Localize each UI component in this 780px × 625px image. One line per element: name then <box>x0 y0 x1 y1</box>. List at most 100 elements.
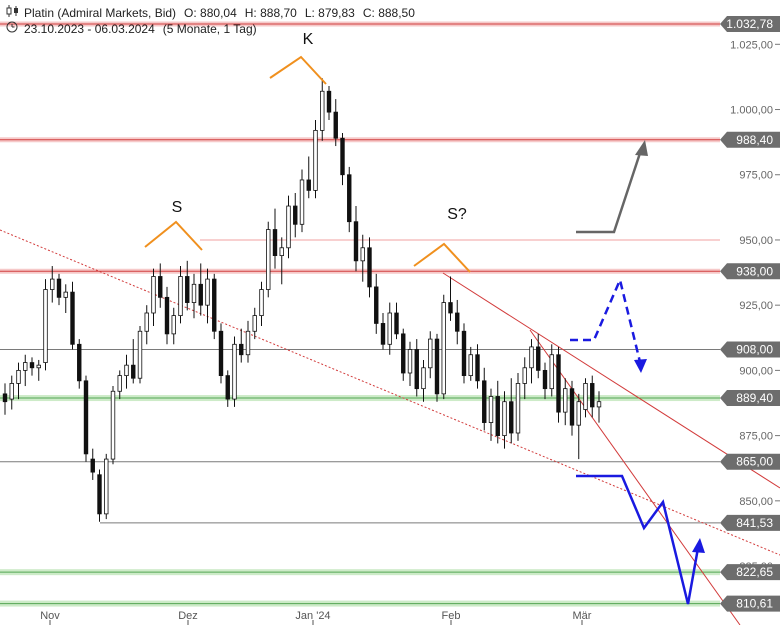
candle-62 <box>421 359 426 402</box>
candle-28 <box>191 273 197 319</box>
chart-header: Platin (Admiral Markets, Bid) O: 880,04 … <box>6 5 415 37</box>
price-label-text-2: 938,00 <box>736 264 773 278</box>
left-shoulder-marker <box>144 220 203 251</box>
candle-58 <box>394 302 399 340</box>
right-shoulder-marker <box>413 242 471 273</box>
high-value: H: 888,70 <box>244 6 297 20</box>
x-tick-label-2: Jan '24 <box>295 610 330 622</box>
blue-dashed-scenario <box>570 276 642 363</box>
clock-icon <box>6 21 20 37</box>
candle-64 <box>434 333 440 402</box>
candle-75 <box>509 378 514 444</box>
candle-53 <box>360 234 365 282</box>
candle-88 <box>596 391 602 423</box>
candle-61 <box>414 339 419 397</box>
price-label-6: 841,53 <box>720 514 780 531</box>
candle-0 <box>2 383 8 415</box>
y-tick-label-0: 1.025,00 <box>730 39 773 51</box>
candle-66 <box>448 276 453 321</box>
candle-54 <box>367 237 372 298</box>
candle-50 <box>340 133 345 186</box>
y-tick-label-1: 1.000,00 <box>730 105 773 117</box>
candle-79 <box>536 333 541 379</box>
x-axis-ticks: Nov Dez Jan '24 Feb Mär <box>40 610 592 625</box>
price-label-text-7: 822,65 <box>736 565 773 579</box>
candle-16 <box>110 386 116 465</box>
low-value: L: 879,83 <box>304 6 355 20</box>
candle-11 <box>77 339 82 389</box>
candle-34 <box>232 336 237 407</box>
price-label-2: 938,00 <box>720 263 780 280</box>
candle-59 <box>401 328 406 381</box>
candle-81 <box>549 344 554 397</box>
pattern-annotations: S K S? <box>144 31 471 273</box>
candle-15 <box>104 453 109 520</box>
candle-37 <box>252 307 257 340</box>
candle-71 <box>482 367 487 431</box>
price-level-labels: 1.032,78 988,40 938,00 908,00 889,40 865,00 84… <box>720 16 780 612</box>
candle-46 <box>313 119 318 199</box>
candle-78 <box>529 339 534 384</box>
candle-55 <box>374 273 379 334</box>
candle-51 <box>347 166 352 233</box>
period-info: (5 Monate, 1 Tag) <box>162 22 257 36</box>
candle-25 <box>171 307 176 345</box>
candle-65 <box>441 294 446 400</box>
price-label-text-6: 841,53 <box>736 516 773 530</box>
candle-23 <box>158 263 163 308</box>
close-value: C: 888,50 <box>362 6 415 20</box>
x-tick-label-4: Mär <box>573 610 592 622</box>
candle-44 <box>299 169 305 233</box>
y-axis-ticks: 1.025,00 1.000,00 975,00 950,00 925,00 900,00… <box>730 39 780 573</box>
candle-14 <box>97 469 102 522</box>
candle-18 <box>124 354 129 389</box>
candle-5 <box>36 359 41 381</box>
candle-3 <box>23 354 28 387</box>
candle-63 <box>428 331 433 379</box>
pattern-label-s: S <box>172 199 183 216</box>
blue-dashed-arrow-head <box>634 359 647 373</box>
candle-29 <box>198 263 203 316</box>
price-label-0: 1.032,78 <box>720 16 780 33</box>
blue-arrow-head <box>692 538 705 553</box>
y-tick-label-6: 875,00 <box>739 431 773 443</box>
open-value: O: 880,04 <box>184 6 237 20</box>
price-label-text-1: 988,40 <box>736 133 773 147</box>
candle-83 <box>563 378 568 426</box>
candle-85 <box>576 393 581 460</box>
candle-40 <box>272 208 278 269</box>
x-tick-label-0: Nov <box>40 610 60 622</box>
candle-31 <box>212 273 217 340</box>
candle-41 <box>279 237 284 285</box>
candle-80 <box>542 362 548 400</box>
price-label-text-4: 889,40 <box>736 391 773 405</box>
candle-43 <box>293 193 298 238</box>
gray-arrow-head <box>635 140 648 156</box>
candlestick-icon <box>6 5 20 21</box>
candle-84 <box>569 380 575 436</box>
candle-7 <box>50 266 55 303</box>
candle-69 <box>468 346 473 381</box>
candle-42 <box>286 195 291 259</box>
candle-1 <box>9 375 14 410</box>
candle-6 <box>43 279 48 371</box>
price-label-text-8: 810,61 <box>736 597 773 611</box>
candle-38 <box>259 281 264 327</box>
gray-bullish-scenario <box>576 149 643 234</box>
candle-27 <box>185 260 190 311</box>
candle-56 <box>380 313 386 350</box>
candle-4 <box>29 357 35 376</box>
candlesticks <box>2 78 602 522</box>
y-tick-label-4: 925,00 <box>739 300 773 312</box>
candle-20 <box>137 326 143 384</box>
instrument-title: Platin (Admiral Markets, Bid) <box>24 6 177 20</box>
candle-30 <box>205 268 210 324</box>
candle-2 <box>16 362 21 400</box>
candle-24 <box>164 286 170 345</box>
candle-21 <box>144 305 149 345</box>
price-label-4: 889,40 <box>720 390 780 407</box>
x-tick-label-1: Dez <box>178 610 198 622</box>
candle-45 <box>306 156 311 199</box>
candle-47 <box>320 78 325 141</box>
candle-26 <box>178 266 183 324</box>
